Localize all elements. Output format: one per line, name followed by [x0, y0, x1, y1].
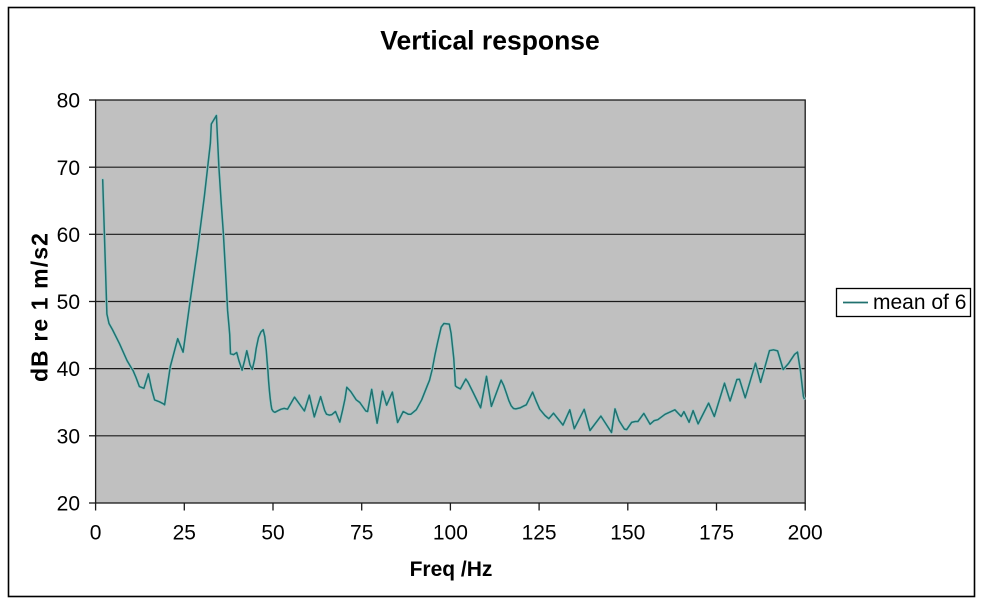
svg-text:dB re 1 m/s2: dB re 1 m/s2 [27, 232, 53, 382]
svg-text:50: 50 [261, 522, 284, 545]
svg-text:mean of 6: mean of 6 [873, 291, 966, 314]
svg-text:30: 30 [57, 425, 80, 448]
svg-text:175: 175 [699, 522, 734, 545]
svg-text:Freq /Hz: Freq /Hz [410, 558, 493, 581]
svg-text:125: 125 [522, 522, 557, 545]
svg-text:25: 25 [173, 522, 196, 545]
svg-text:20: 20 [57, 493, 80, 516]
svg-text:150: 150 [610, 522, 645, 545]
svg-text:200: 200 [788, 522, 823, 545]
svg-text:Vertical response: Vertical response [380, 25, 599, 55]
svg-text:70: 70 [57, 157, 80, 180]
svg-text:0: 0 [90, 522, 102, 545]
svg-text:100: 100 [433, 522, 468, 545]
svg-text:75: 75 [350, 522, 373, 545]
svg-text:40: 40 [57, 358, 80, 381]
svg-text:60: 60 [57, 224, 80, 247]
svg-text:50: 50 [57, 291, 80, 314]
svg-text:80: 80 [57, 90, 80, 113]
